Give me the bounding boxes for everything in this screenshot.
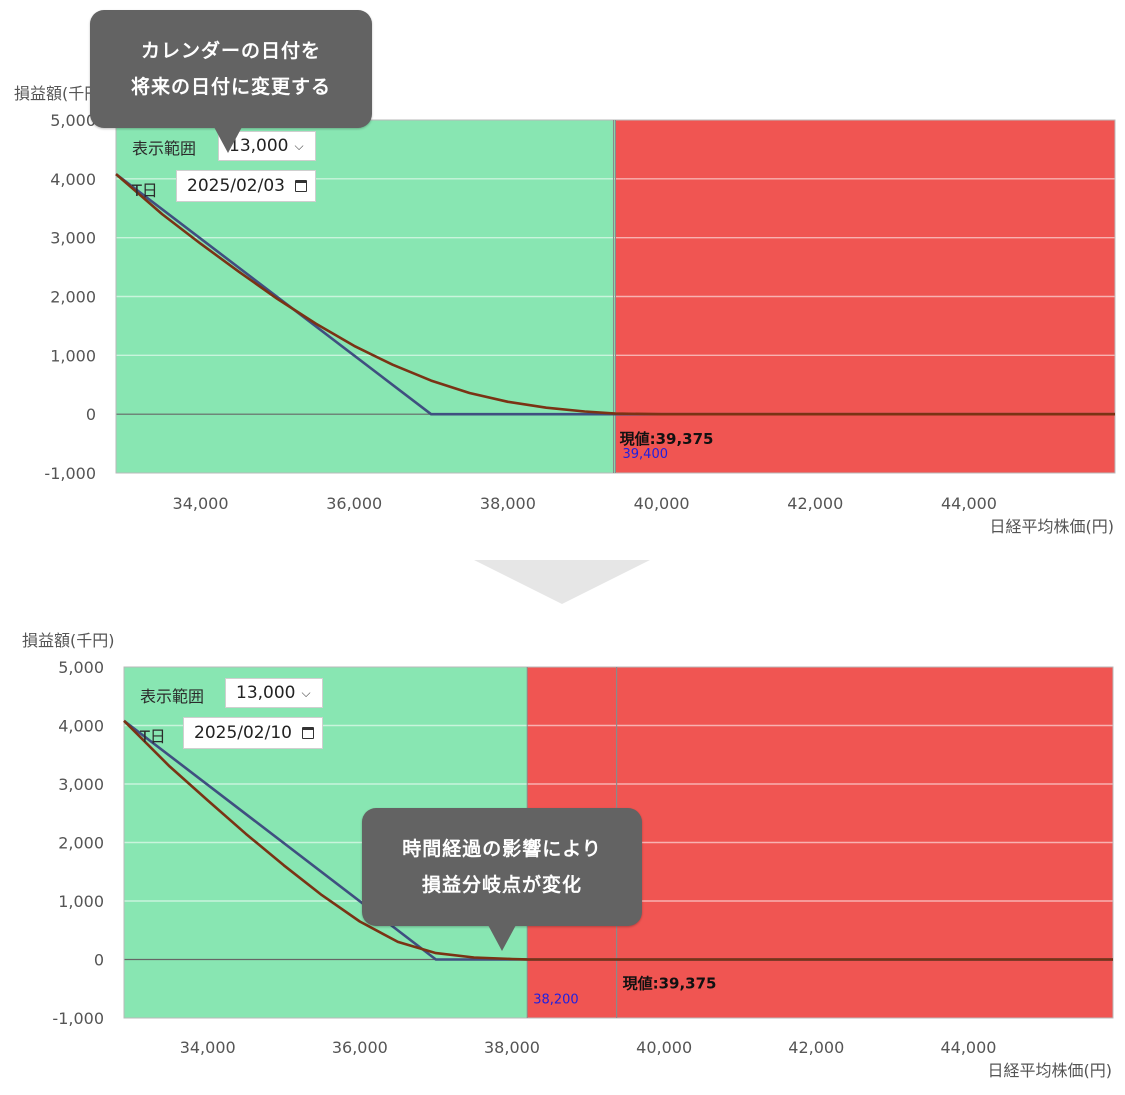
current-price-label: 現値:39,375 <box>620 430 714 448</box>
x-tick-label: 38,000 <box>480 494 536 513</box>
display-range-select[interactable]: 13,000 ⌵ <box>225 678 323 708</box>
x-tick-label: 36,000 <box>326 494 382 513</box>
x-tick-label: 42,000 <box>787 494 843 513</box>
t-date-label: T日 <box>132 181 158 200</box>
down-arrow-icon <box>474 560 650 604</box>
y-tick-label: 5,000 <box>58 658 104 677</box>
display-range-value: 13,000 <box>236 683 296 703</box>
calendar-icon[interactable] <box>301 727 314 739</box>
y-tick-label: 2,000 <box>50 288 96 307</box>
callout-line: 将来の日付に変更する <box>130 76 331 98</box>
t-date-input[interactable]: 2025/02/03 <box>176 170 316 202</box>
current-payoff-curve <box>115 173 1115 416</box>
y-axis-title: 損益額(千円) <box>22 631 115 650</box>
callout-line: 損益分岐点が変化 <box>421 874 582 896</box>
breakeven-label: 39,400 <box>623 447 669 462</box>
y-tick-label: 3,000 <box>58 775 104 794</box>
display-range-label: 表示範囲 <box>140 687 205 706</box>
x-tick-label: 40,000 <box>634 494 690 513</box>
x-axis-title: 日経平均株価(円) <box>988 1061 1113 1080</box>
display-range-label: 表示範囲 <box>132 139 197 158</box>
breakeven-label: 38,200 <box>533 993 579 1008</box>
current-price-label: 現値:39,375 <box>623 975 717 993</box>
y-tick-label: 1,000 <box>58 892 104 911</box>
calendar-icon[interactable] <box>294 180 307 192</box>
chevron-down-icon: ⌵ <box>301 685 311 700</box>
y-tick-label: 4,000 <box>50 170 96 189</box>
y-tick-label: 2,000 <box>58 834 104 853</box>
y-tick-label: -1,000 <box>52 1009 104 1028</box>
top-profit-chart: 5,000 4,000 3,000 2,000 1,000 0 -1,000 34,000 36… <box>14 84 1116 536</box>
t-date-label: T日 <box>140 727 166 746</box>
t-date-value: 2025/02/10 <box>194 723 292 743</box>
y-tick-label: 5,000 <box>50 111 96 130</box>
y-tick-label: 0 <box>86 405 96 424</box>
y-tick-label: 4,000 <box>58 717 104 736</box>
x-tick-label: 42,000 <box>788 1038 844 1057</box>
plot-border <box>123 666 1114 1019</box>
display-range-value: 13,000 <box>229 136 289 156</box>
breakeven-change-callout: 時間経過の影響により 損益分岐点が変化 <box>362 808 642 951</box>
x-tick-label: 38,000 <box>484 1038 540 1057</box>
x-tick-label: 36,000 <box>332 1038 388 1057</box>
callout-line: カレンダーの日付を <box>140 40 321 62</box>
x-tick-label: 40,000 <box>636 1038 692 1057</box>
x-tick-label: 44,000 <box>941 494 997 513</box>
y-tick-label: 1,000 <box>50 346 96 365</box>
callout-line: 時間経過の影響により <box>402 838 602 860</box>
x-axis-title: 日経平均株価(円) <box>990 517 1115 536</box>
x-tick-label: 34,000 <box>173 494 229 513</box>
x-tick-label: 44,000 <box>940 1038 996 1057</box>
y-tick-label: 0 <box>94 951 104 970</box>
t-date-value: 2025/02/03 <box>187 176 285 196</box>
current-payoff-curve <box>123 719 1113 961</box>
t-date-input[interactable]: 2025/02/10 <box>183 717 323 749</box>
y-tick-label: 3,000 <box>50 229 96 248</box>
y-tick-label: -1,000 <box>44 464 96 483</box>
chevron-down-icon: ⌵ <box>294 138 304 153</box>
y-axis-title: 損益額(千円) <box>14 84 107 103</box>
x-tick-label: 34,000 <box>180 1038 236 1057</box>
date-change-callout: カレンダーの日付を 将来の日付に変更する <box>90 10 372 153</box>
